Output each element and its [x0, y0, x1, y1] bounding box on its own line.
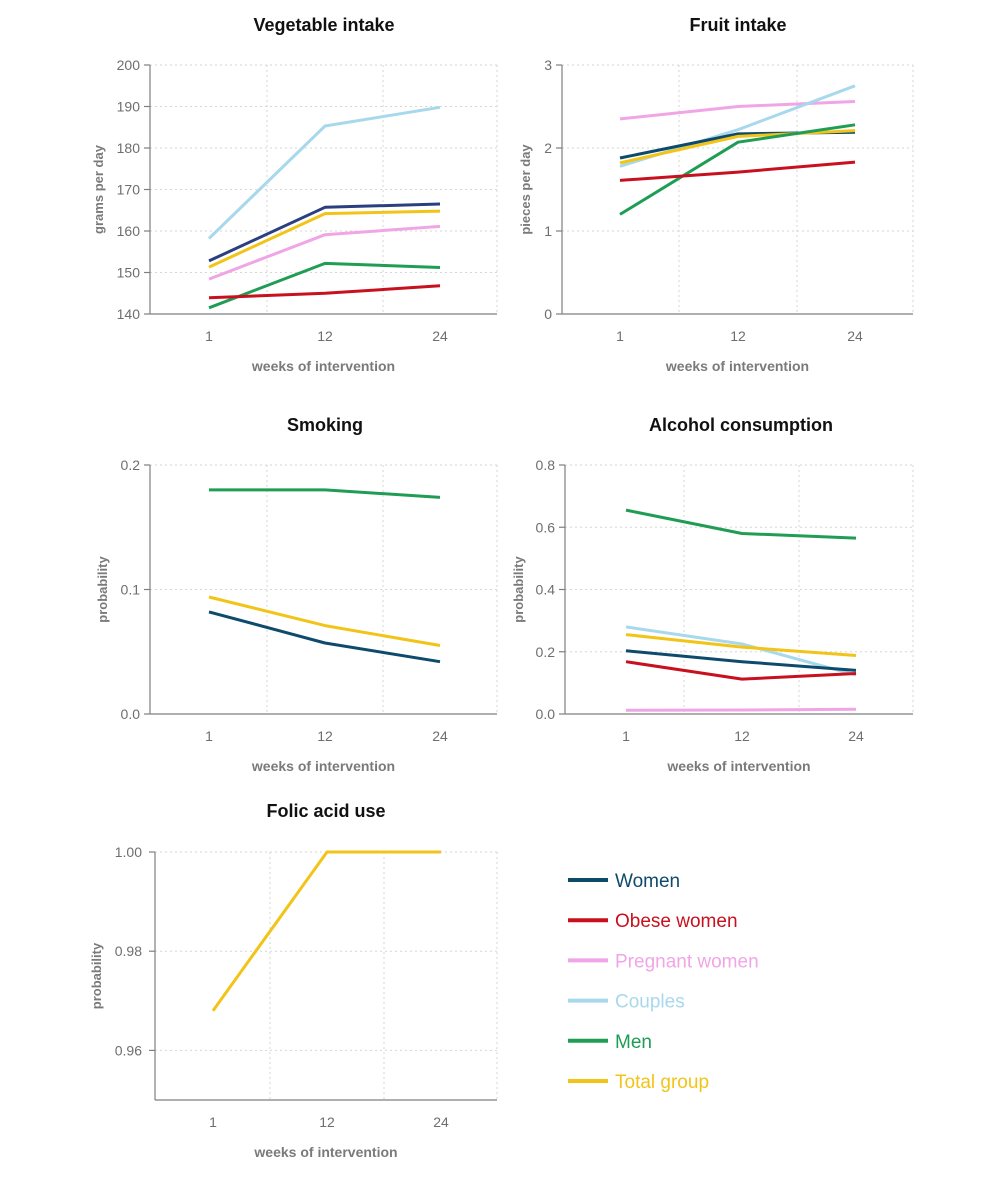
x-tick-label: 24	[433, 1114, 449, 1130]
series-line-pregnant-women	[208, 224, 441, 281]
y-tick-label: 0.8	[536, 457, 556, 473]
legend-label-women: Women	[615, 871, 680, 892]
y-tick-label: 200	[117, 57, 141, 73]
series-line-pregnant-women	[625, 707, 857, 712]
y-axis-label: probability	[511, 556, 526, 623]
y-tick-label: 0.2	[536, 644, 556, 660]
series-line-total-group	[208, 209, 441, 269]
x-tick-label: 12	[317, 728, 333, 744]
y-tick-label: 0.96	[115, 1042, 142, 1058]
x-tick-label: 24	[847, 328, 863, 344]
series-line-women	[208, 202, 441, 263]
panel-smoking: 0.0 0.1 0.2 1 12 24 Smoking weeks of interventi…	[95, 415, 498, 774]
series-line-couples	[207, 105, 441, 240]
y-tick-label: 2	[544, 140, 552, 156]
y-tick-label: 190	[117, 99, 141, 115]
x-tick-label: 24	[432, 328, 448, 344]
x-tick-label: 1	[616, 328, 624, 344]
legend-label-pregnant-women: Pregnant women	[615, 951, 759, 972]
panel-title: Folic acid use	[266, 801, 385, 821]
y-tick-label: 160	[117, 223, 141, 239]
panel-title: Vegetable intake	[253, 15, 394, 35]
panel-title: Fruit intake	[689, 15, 786, 35]
series-line-total-group	[211, 850, 441, 1012]
x-axis-label: weeks of intervention	[251, 358, 395, 374]
series-line-total-group	[619, 129, 856, 165]
legend-label-total-group: Total group	[615, 1072, 709, 1093]
y-tick-label: 0.2	[121, 457, 141, 473]
y-tick-label: 0.6	[536, 519, 556, 535]
panel-alcohol-consumption: 0.0 0.2 0.4 0.6 0.8 1 12 24 Alcohol consumption w…	[511, 415, 914, 774]
series-line-obese-women	[625, 660, 857, 681]
series-line-women	[625, 649, 857, 672]
panel-folic-acid-use: 0.96 0.98 1.00 1 12 24 Folic acid use weeks of …	[89, 801, 498, 1160]
y-tick-label: 3	[544, 57, 552, 73]
series-line-couples	[625, 625, 857, 677]
x-tick-label: 1	[622, 728, 630, 744]
y-tick-label: 0.0	[121, 706, 141, 722]
x-tick-label: 1	[205, 728, 213, 744]
y-axis-label: probability	[95, 556, 110, 623]
y-axis-label: probability	[89, 942, 104, 1009]
y-tick-label: 170	[117, 182, 141, 198]
x-tick-label: 12	[319, 1114, 335, 1130]
y-tick-label: 1	[544, 223, 552, 239]
x-axis-label: weeks of intervention	[251, 758, 395, 774]
series-line-obese-women	[619, 160, 856, 182]
series-line-men	[208, 261, 441, 310]
legend: Women Obese women Pregnant women Couples Men…	[568, 871, 759, 1093]
panel-title: Smoking	[287, 415, 363, 435]
series-line-women	[208, 610, 441, 664]
y-axis-label: pieces per day	[518, 144, 533, 235]
y-tick-label: 0.1	[121, 582, 141, 598]
y-tick-label: 0.0	[536, 706, 556, 722]
y-tick-label: 0	[544, 306, 552, 322]
x-axis-label: weeks of intervention	[665, 358, 809, 374]
legend-label-obese-women: Obese women	[615, 911, 738, 932]
x-axis-label: weeks of intervention	[666, 758, 810, 774]
y-tick-label: 0.4	[536, 582, 556, 598]
series-line-obese-women	[208, 284, 441, 300]
x-tick-label: 12	[734, 728, 750, 744]
x-tick-label: 24	[848, 728, 864, 744]
x-tick-label: 12	[317, 328, 333, 344]
series-line-men	[209, 488, 441, 499]
y-tick-label: 180	[117, 140, 141, 156]
y-tick-label: 0.98	[115, 943, 142, 959]
series-line-men	[619, 123, 856, 216]
series-line-total-group	[625, 633, 857, 657]
legend-label-men: Men	[615, 1032, 652, 1053]
x-tick-label: 24	[432, 728, 448, 744]
series-line-total-group	[208, 595, 441, 647]
y-tick-label: 150	[117, 265, 141, 281]
y-tick-label: 140	[117, 306, 141, 322]
panel-title: Alcohol consumption	[649, 415, 833, 435]
series-line-pregnant-women	[619, 100, 856, 121]
x-tick-label: 1	[209, 1114, 217, 1130]
y-tick-label: 1.00	[115, 844, 142, 860]
x-tick-label: 1	[205, 328, 213, 344]
legend-label-couples: Couples	[615, 992, 685, 1013]
x-tick-label: 12	[730, 328, 746, 344]
x-axis-label: weeks of intervention	[253, 1144, 397, 1160]
y-axis-label: grams per day	[91, 144, 106, 234]
series-line-men	[625, 508, 857, 540]
